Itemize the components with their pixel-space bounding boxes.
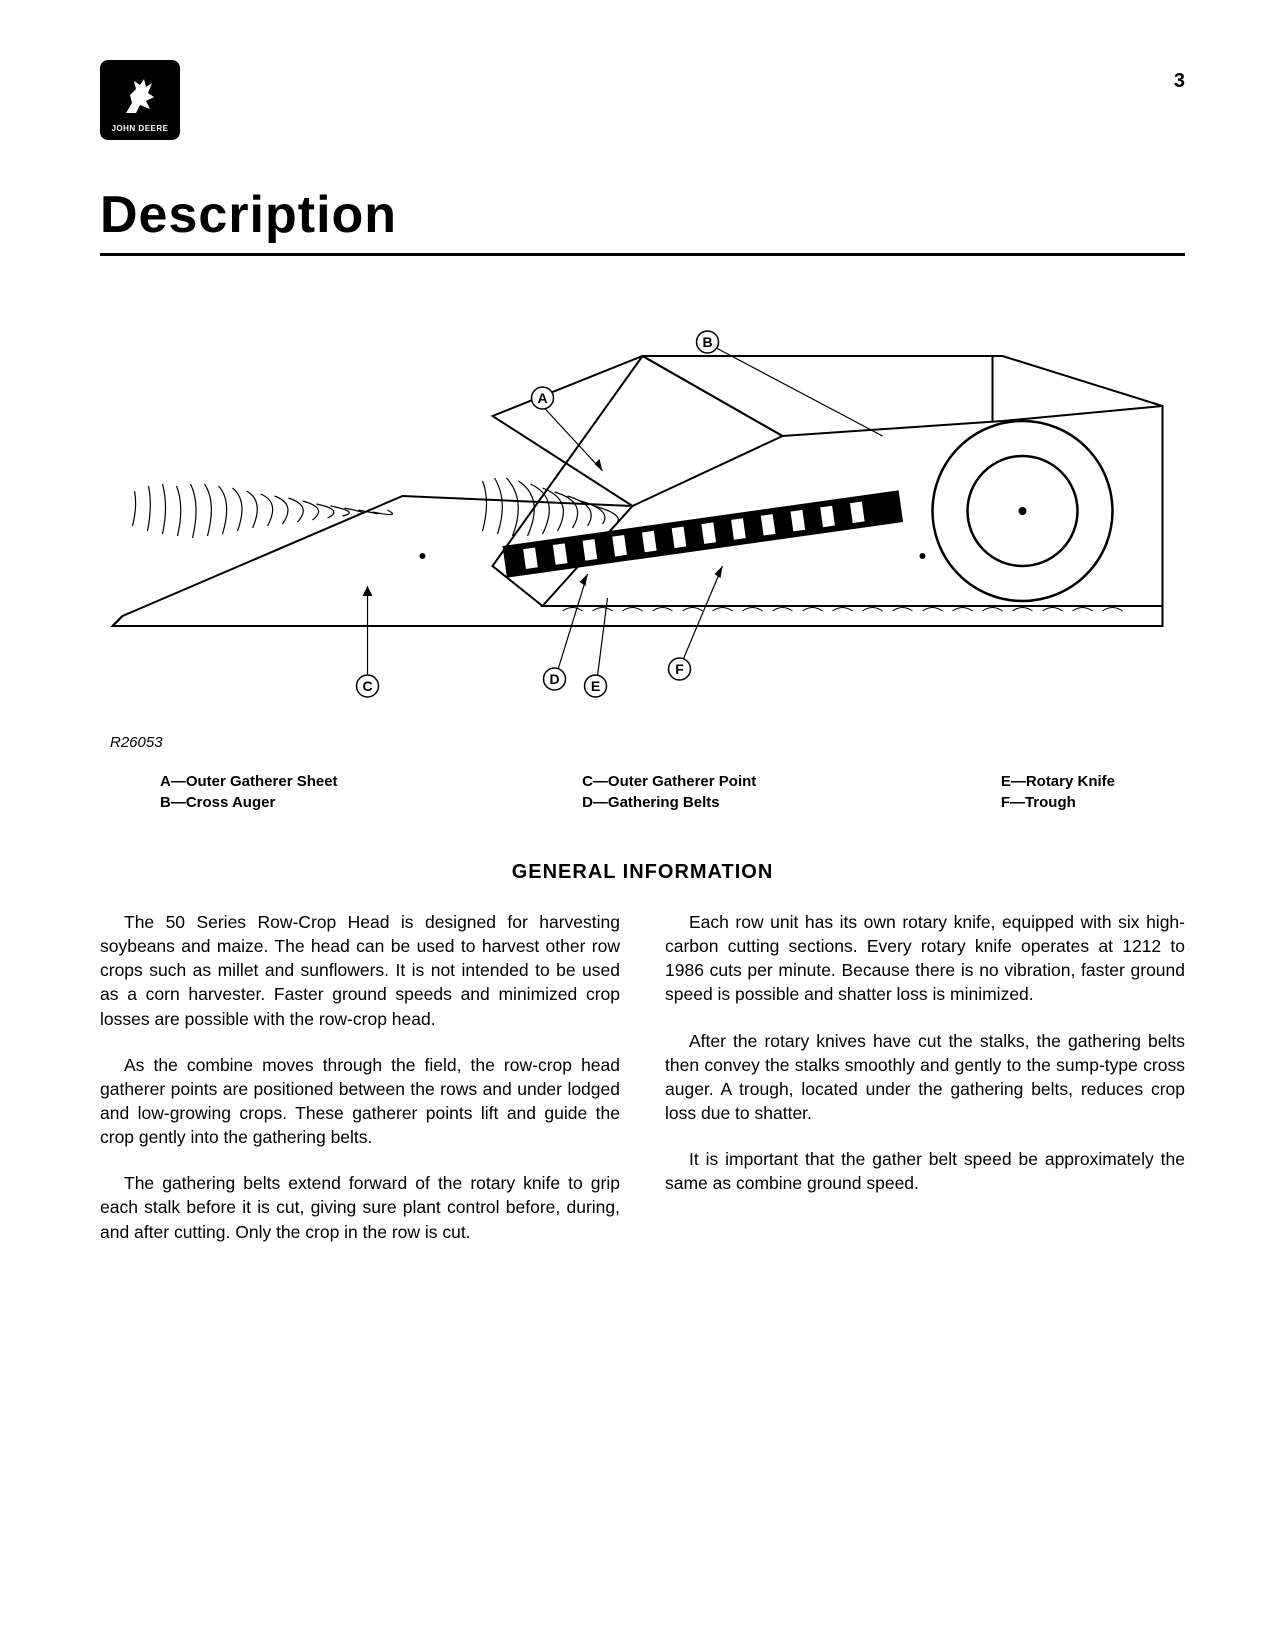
callout-a: A: [537, 390, 547, 406]
header-row: JOHN DEERE 3: [100, 60, 1185, 140]
left-column: The 50 Series Row-Crop Head is designed …: [100, 910, 620, 1266]
callout-d: D: [549, 671, 559, 687]
figure-number: R26053: [110, 734, 1185, 751]
paragraph: After the rotary knives have cut the sta…: [665, 1029, 1185, 1126]
legend-item-e: E—Rotary Knife: [1001, 773, 1115, 790]
brand-logo: JOHN DEERE: [100, 60, 180, 140]
diagram-legend: A—Outer Gatherer Sheet B—Cross Auger C—O…: [100, 773, 1185, 811]
legend-col-1: A—Outer Gatherer Sheet B—Cross Auger: [160, 773, 338, 811]
paragraph: As the combine moves through the field, …: [100, 1053, 620, 1150]
page-title: Description: [100, 185, 1185, 245]
legend-item-f: F—Trough: [1001, 794, 1115, 811]
paragraph: The 50 Series Row-Crop Head is designed …: [100, 910, 620, 1031]
page-container: JOHN DEERE 3 Description: [0, 0, 1275, 1326]
legend-item-b: B—Cross Auger: [160, 794, 338, 811]
diagram-drawing: A B C D E: [100, 306, 1185, 726]
legend-item-a: A—Outer Gatherer Sheet: [160, 773, 338, 790]
paragraph: It is important that the gather belt spe…: [665, 1147, 1185, 1195]
legend-col-3: E—Rotary Knife F—Trough: [1001, 773, 1115, 811]
legend-item-d: D—Gathering Belts: [582, 794, 756, 811]
callout-e: E: [591, 678, 600, 694]
callout-c: C: [362, 678, 372, 694]
paragraph: Each row unit has its own rotary knife, …: [665, 910, 1185, 1007]
right-column: Each row unit has its own rotary knife, …: [665, 910, 1185, 1266]
deer-icon: [118, 75, 162, 122]
page-number: 3: [1174, 70, 1185, 93]
paragraph: The gathering belts extend forward of th…: [100, 1171, 620, 1243]
title-rule: [100, 253, 1185, 256]
legend-item-c: C—Outer Gatherer Point: [582, 773, 756, 790]
callout-b: B: [702, 334, 712, 350]
body-text: The 50 Series Row-Crop Head is designed …: [100, 910, 1185, 1266]
section-heading: GENERAL INFORMATION: [100, 861, 1185, 884]
callout-f: F: [675, 661, 684, 677]
legend-col-2: C—Outer Gatherer Point D—Gathering Belts: [582, 773, 756, 811]
technical-diagram: A B C D E: [100, 306, 1185, 726]
brand-name: JOHN DEERE: [111, 124, 168, 133]
